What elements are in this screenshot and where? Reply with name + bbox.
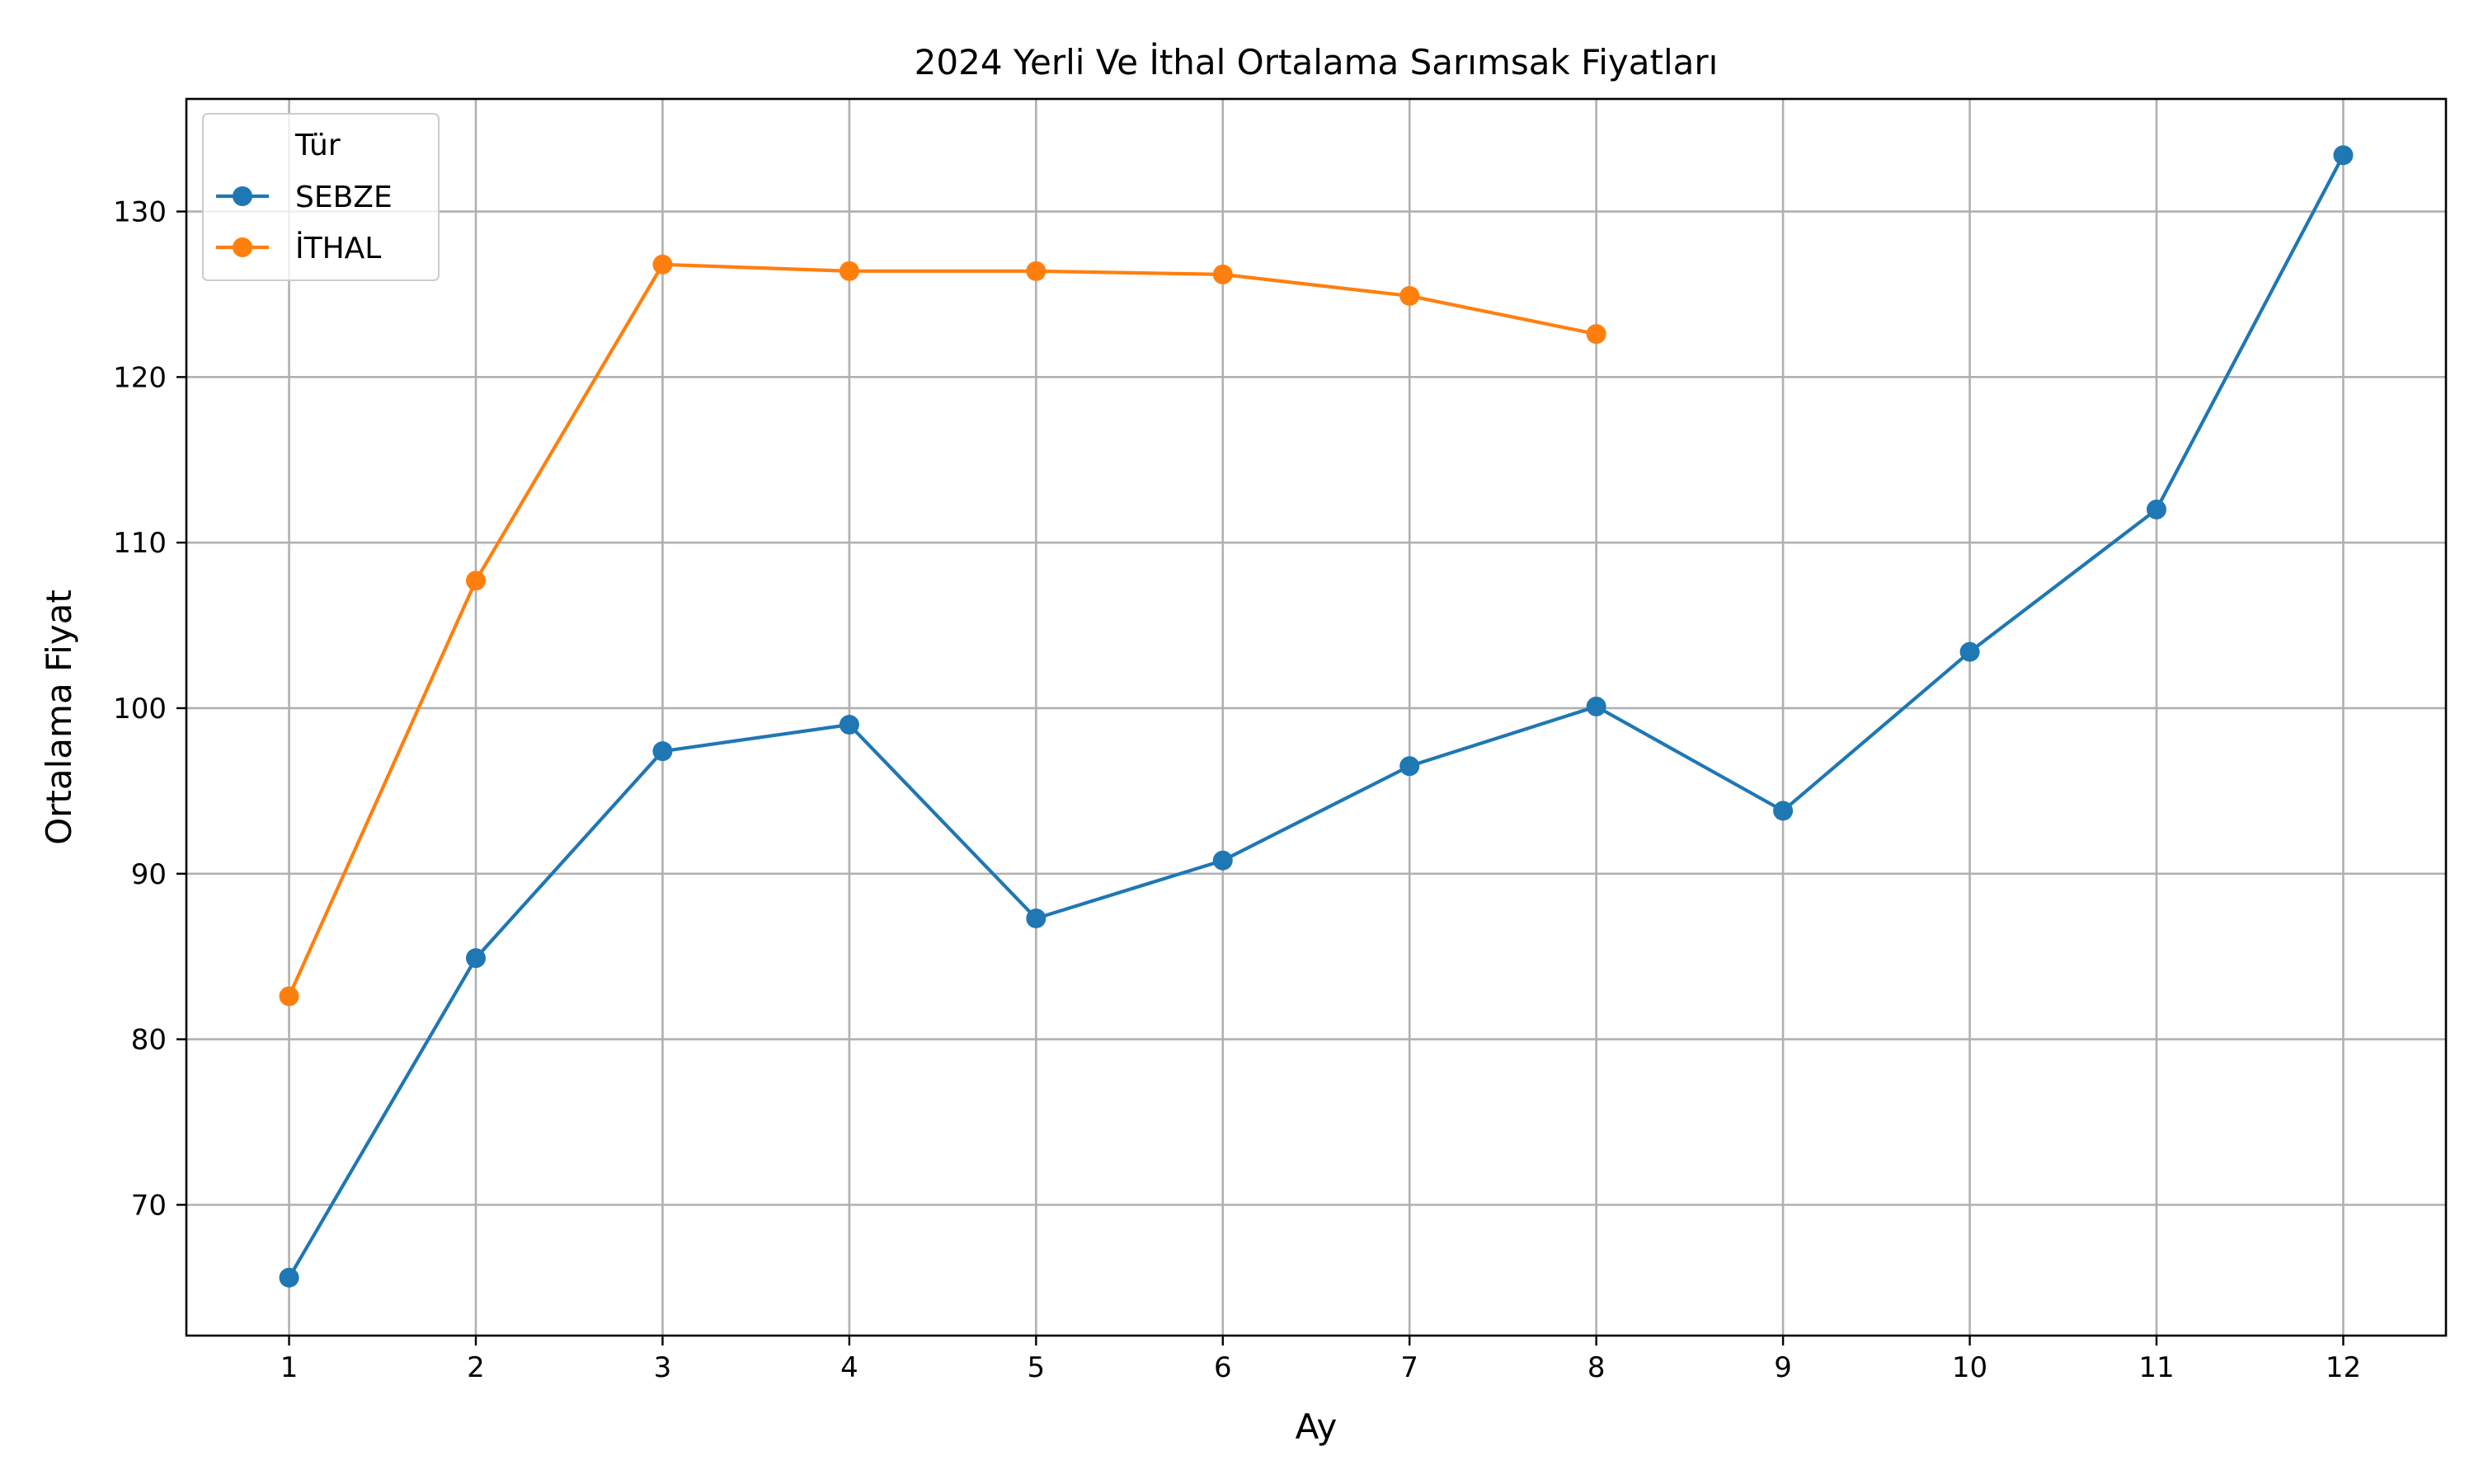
data-point — [1026, 908, 1047, 928]
x-tick-label: 5 — [1028, 1351, 1046, 1384]
data-point — [1212, 850, 1233, 871]
legend-item: SEBZE — [216, 181, 393, 214]
legend-marker — [233, 237, 252, 257]
series-line — [287, 154, 2345, 1279]
data-point — [1586, 696, 1606, 716]
y-tick-label: 120 — [113, 361, 167, 394]
series-layer — [279, 145, 2354, 1288]
y-tick-label: 70 — [131, 1189, 167, 1222]
x-tick-label: 2 — [467, 1351, 485, 1384]
data-point — [1026, 261, 1047, 281]
x-tick-label: 1 — [280, 1351, 299, 1384]
y-tick-label: 90 — [131, 858, 167, 891]
legend-label: İTHAL — [295, 231, 381, 265]
data-point — [839, 715, 859, 735]
data-point — [465, 571, 486, 591]
x-tick-label: 9 — [1774, 1351, 1792, 1384]
legend-item: İTHAL — [216, 231, 381, 265]
series-2 — [279, 254, 1606, 1007]
legend-marker — [233, 186, 252, 206]
legend: Tür SEBZE İTHAL — [202, 113, 440, 281]
grid — [186, 99, 2446, 1336]
series-1 — [279, 145, 2354, 1288]
data-point — [1212, 264, 1233, 284]
y-tick-label: 110 — [113, 527, 167, 560]
data-point — [1773, 801, 1794, 821]
x-tick-label: 7 — [1400, 1351, 1418, 1384]
plot-frame — [185, 97, 2448, 1337]
x-tick-label: 8 — [1587, 1351, 1606, 1384]
y-tick-label: 100 — [113, 693, 167, 726]
chart-title: 2024 Yerli Ve İthal Ortalama Sarımsak Fi… — [915, 41, 1719, 82]
data-point — [839, 261, 859, 281]
data-point — [1959, 641, 1980, 662]
legend-title: Tür — [294, 129, 341, 162]
legend-items: SEBZE İTHAL — [216, 181, 393, 265]
x-tick-label: 6 — [1214, 1351, 1232, 1384]
x-tick-label: 3 — [654, 1351, 672, 1384]
data-point — [465, 948, 486, 969]
y-tick-label: 80 — [131, 1024, 167, 1057]
series-line — [287, 262, 1597, 998]
legend-label: SEBZE — [295, 181, 393, 214]
legend-box — [202, 113, 440, 281]
x-tick-label: 12 — [2326, 1351, 2361, 1384]
data-point — [652, 254, 673, 275]
data-point — [1399, 756, 1420, 777]
data-point — [652, 741, 673, 762]
data-point — [279, 1267, 299, 1288]
data-point — [1399, 285, 1420, 306]
data-point — [1586, 324, 1606, 345]
x-axis-title: Ay — [1296, 1407, 1338, 1447]
data-point — [2147, 499, 2167, 519]
data-point — [279, 986, 299, 1007]
y-axis-title: Ortalama Fiyat — [39, 589, 79, 845]
x-tick-label: 4 — [840, 1351, 858, 1384]
data-point — [2333, 145, 2354, 166]
y-tick-label: 130 — [113, 196, 167, 229]
x-tick-label: 10 — [1952, 1351, 1987, 1384]
x-tick-label: 11 — [2138, 1351, 2174, 1384]
